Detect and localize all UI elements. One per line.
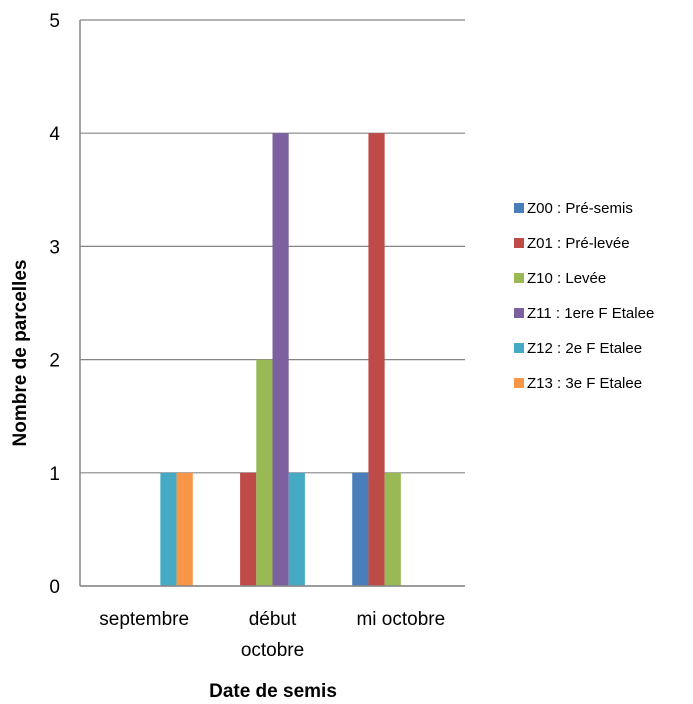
y-tick-labels: 0 1 2 3 4 5 [49, 11, 60, 598]
x-tick-label: septembre [99, 609, 189, 630]
legend-entry: Z13 : 3e F Etalee [527, 375, 642, 392]
axes [79, 20, 465, 587]
legend-swatch [514, 238, 524, 248]
bar [160, 472, 177, 586]
bar [384, 472, 401, 586]
y-tick-label: 1 [49, 464, 60, 485]
y-tick-label: 0 [49, 577, 60, 598]
x-tick-label: mi octobre [356, 609, 445, 630]
y-axis-title: Nombre de parcelles [10, 260, 31, 447]
legend-swatch [514, 203, 524, 213]
bar [256, 359, 273, 586]
bar [352, 472, 369, 586]
x-tick-labels: septembre début octobre mi octobre [99, 609, 445, 661]
bar [240, 472, 257, 586]
y-tick-label: 4 [49, 124, 60, 145]
x-tick-label: début octobre [241, 609, 304, 661]
legend: Z00 : Pré-semis Z01 : Pré-levée Z10 : Levé… [514, 200, 654, 392]
bar [176, 472, 193, 586]
y-tick-label: 2 [49, 351, 60, 372]
legend-swatch [514, 273, 524, 283]
y-tick-label: 5 [49, 11, 60, 32]
legend-entry: Z00 : Pré-semis [527, 200, 633, 217]
legend-swatch [514, 308, 524, 318]
legend-entry: Z01 : Pré-levée [527, 235, 630, 252]
bars [160, 133, 401, 586]
bar [288, 472, 305, 586]
legend-entry: Z11 : 1ere F Etalee [527, 305, 654, 322]
legend-swatch [514, 378, 524, 388]
bar [272, 133, 289, 586]
legend-entry: Z12 : 2e F Etalee [527, 340, 642, 357]
bar [368, 133, 385, 586]
legend-swatch [514, 343, 524, 353]
x-axis-title: Date de semis [209, 681, 337, 702]
legend-entry: Z10 : Levée [527, 270, 606, 287]
y-tick-label: 3 [49, 237, 60, 258]
